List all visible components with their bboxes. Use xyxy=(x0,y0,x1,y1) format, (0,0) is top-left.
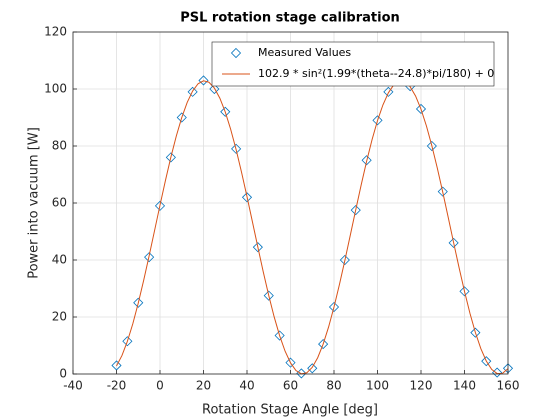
data-point xyxy=(285,357,296,368)
data-point xyxy=(111,360,122,371)
legend-box xyxy=(211,41,495,87)
data-point xyxy=(220,106,231,117)
legend-label: 102.9 * sin²(1.99*(theta--24.8)*pi/180) … xyxy=(258,67,494,80)
data-point xyxy=(383,86,394,97)
data-point xyxy=(437,186,448,197)
data-point xyxy=(415,103,427,115)
data-point xyxy=(426,140,437,152)
data-point xyxy=(241,192,253,203)
data-point xyxy=(459,286,470,297)
fit-line xyxy=(116,80,509,375)
x-tick-label: 80 xyxy=(326,379,341,393)
data-point xyxy=(263,290,274,301)
legend-swatch xyxy=(230,47,242,59)
chart-title: PSL rotation stage calibration xyxy=(180,11,400,26)
y-tick-label: 40 xyxy=(52,253,67,267)
legend: Measured Values 102.9 * sin²(1.99*(theta-… xyxy=(211,41,495,87)
data-point xyxy=(448,237,459,248)
data-point xyxy=(307,363,318,374)
data-point xyxy=(274,330,285,341)
x-tick-label: 100 xyxy=(366,379,389,393)
data-point xyxy=(187,86,198,97)
data-point xyxy=(122,336,133,347)
data-point xyxy=(154,200,166,211)
data-point xyxy=(231,143,242,154)
y-tick-label: 100 xyxy=(44,82,67,96)
data-point xyxy=(144,252,155,263)
data-point xyxy=(165,152,176,163)
data-point xyxy=(318,339,329,350)
x-tick-label: -20 xyxy=(107,379,127,393)
y-tick-label: 120 xyxy=(44,25,67,39)
x-tick-label: 20 xyxy=(196,379,211,393)
data-point xyxy=(470,327,481,338)
data-point xyxy=(209,83,220,95)
x-tick-label: 160 xyxy=(497,379,520,393)
x-tick-label: 60 xyxy=(283,379,298,393)
data-point xyxy=(252,242,263,253)
x-tick-label: 0 xyxy=(156,379,164,393)
data-point xyxy=(198,75,209,86)
y-tick-label: 80 xyxy=(52,139,67,153)
x-tick-label: 120 xyxy=(410,379,433,393)
data-point xyxy=(361,155,372,166)
x-tick-label: 40 xyxy=(239,379,254,393)
data-point xyxy=(328,301,340,313)
data-point xyxy=(350,205,361,216)
y-tick-label: 20 xyxy=(52,310,67,324)
x-tick-label: 140 xyxy=(453,379,476,393)
data-point xyxy=(372,115,383,126)
ticks: -40 -20 0 20 40 60 80 100 120 140 160 0 20 40 60 80 100 1… xyxy=(44,25,519,393)
legend-label: Measured Values xyxy=(258,46,351,59)
data-point xyxy=(176,112,187,123)
x-tick-label: -40 xyxy=(63,379,83,393)
y-tick-label: 0 xyxy=(59,367,67,381)
data-point xyxy=(133,297,144,308)
x-axis-label: Rotation Stage Angle [deg] xyxy=(202,403,378,418)
data-point xyxy=(481,356,492,367)
y-tick-label: 60 xyxy=(52,196,67,210)
y-axis-label: Power into vacuum [W] xyxy=(27,127,42,279)
data-point xyxy=(339,254,350,266)
